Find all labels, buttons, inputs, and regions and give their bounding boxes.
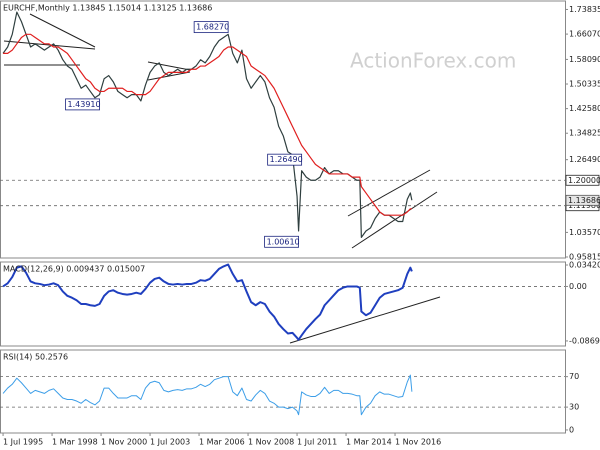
- macd-trendline: [289, 296, 441, 344]
- y-tick-label: 1.26490: [569, 155, 600, 164]
- macd-line: [2, 263, 413, 341]
- annotation-label: 1.43910: [68, 100, 101, 109]
- y-tick-label: 70: [569, 372, 579, 381]
- level-label: 1.20000: [568, 176, 600, 185]
- annotation-label: 1.26490: [270, 155, 303, 164]
- x-tick-label: 1 Nov 2000: [101, 438, 147, 447]
- panel-frame: [0, 349, 566, 434]
- x-tick-label: 1 Nov 2008: [248, 438, 294, 447]
- trendlines: [3, 13, 441, 344]
- annotation-label: 1.00610: [267, 237, 300, 246]
- x-tick-label: 1 Mar 2006: [199, 438, 245, 447]
- x-tick-label: 1 Mar 1998: [52, 438, 98, 447]
- x-tick-label: 1 Nov 2016: [395, 438, 441, 447]
- panel-frame: [0, 0, 566, 259]
- rsi-line: [2, 374, 413, 416]
- channel-line: [347, 169, 431, 217]
- level-label: 1.11980: [568, 201, 600, 210]
- annotation-label: 1.68270: [196, 23, 229, 32]
- y-tick-label: 1.34825: [569, 129, 600, 138]
- x-tick-label: 1 Mar 2014: [346, 438, 392, 447]
- x-tick-label: 1 Jul 2011: [297, 438, 337, 447]
- y-tick-label: 1.73835: [569, 5, 600, 14]
- annotation-box: [267, 153, 303, 166]
- y-tick-label: 1.58090: [569, 55, 600, 64]
- panel-title: RSI(14) 50.2576: [3, 353, 68, 362]
- y-tick-label: 30: [569, 403, 579, 412]
- current-price-box: [565, 194, 600, 206]
- y-tick-label: 1.03570: [569, 228, 600, 237]
- y-tick-label: 1.66070: [569, 30, 600, 39]
- panel-title: MACD(12,26,9) 0.009437 0.015007: [3, 265, 145, 274]
- y-tick-label: 0.95815: [569, 253, 600, 262]
- current-price-label: 1.13686: [568, 196, 600, 205]
- y-tick-label: 0: [569, 425, 574, 434]
- y-tick-label: 0.00: [569, 282, 587, 291]
- y-tick-label: 1.50335: [569, 80, 600, 89]
- trendline: [147, 71, 191, 81]
- trendline: [147, 61, 191, 71]
- annotation-box: [264, 235, 299, 248]
- level-box: [565, 174, 600, 186]
- panel-frame: [0, 261, 566, 347]
- y-tick-label: 0.034203: [569, 261, 600, 270]
- panel-title: EURCHF,Monthly 1.13845 1.15014 1.13125 1…: [3, 4, 212, 13]
- x-tick-label: 1 Jul 1995: [3, 438, 43, 447]
- moving-average-line: [3, 33, 412, 216]
- trendline: [29, 13, 96, 48]
- y-tick-label: 1.42580: [569, 104, 600, 113]
- annotation-box: [193, 21, 229, 34]
- x-tick-label: 1 Jul 2003: [150, 438, 190, 447]
- channel-line: [351, 191, 438, 249]
- y-tick-label: -0.086933: [569, 336, 600, 345]
- annotation-box: [65, 98, 100, 111]
- trendline: [3, 40, 96, 50]
- watermark: ActionForex.com: [350, 49, 516, 73]
